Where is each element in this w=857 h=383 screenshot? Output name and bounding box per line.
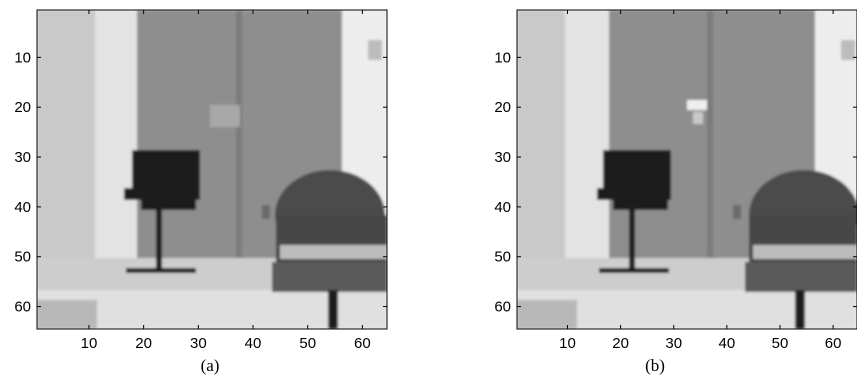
x-tick-label: 40 (719, 335, 736, 352)
x-tick-label: 30 (190, 335, 207, 352)
image-panel-a: 10 20 30 40 50 60 10 20 30 40 50 60 (a) (0, 0, 420, 383)
y-tick-label: 10 (14, 49, 31, 66)
y-tick-label: 10 (494, 49, 511, 66)
x-tick-label: 60 (354, 335, 371, 352)
y-tick-label: 30 (494, 149, 511, 166)
y-tick-label: 30 (14, 149, 31, 166)
axes-frame-a (36, 9, 388, 330)
y-tick-label: 40 (14, 199, 31, 216)
caption-b: (b) (645, 356, 665, 375)
image-panel-b: 10 20 30 40 50 60 10 20 30 40 50 60 (b) (437, 0, 857, 383)
y-tick-label: 40 (494, 199, 511, 216)
x-tick-label: 20 (135, 335, 152, 352)
axes-b: 10 20 30 40 50 60 10 20 30 40 50 60 (494, 9, 857, 352)
x-tick-label: 50 (299, 335, 316, 352)
x-ticks-a: 10 20 30 40 50 60 (81, 10, 371, 352)
dark-chair (124, 150, 200, 273)
x-tick-label: 60 (825, 335, 842, 352)
y-ticks-a: 10 20 30 40 50 60 (14, 49, 387, 316)
y-tick-label: 50 (494, 249, 511, 266)
x-ticks-b: 10 20 30 40 50 60 (559, 10, 841, 352)
axes-frame-b (516, 9, 857, 330)
x-tick-label: 40 (245, 335, 262, 352)
grayscale-photo-a (37, 10, 387, 329)
x-tick-label: 10 (81, 335, 98, 352)
x-tick-label: 20 (612, 335, 629, 352)
caption-a: (a) (200, 356, 220, 375)
office-chair-b (733, 170, 857, 329)
y-tick-label: 60 (14, 299, 31, 316)
y-tick-label: 50 (14, 249, 31, 266)
x-tick-label: 50 (772, 335, 789, 352)
x-tick-label: 10 (559, 335, 576, 352)
dark-chair-b (597, 150, 671, 273)
axes-a: 10 20 30 40 50 60 10 20 30 40 50 60 (14, 9, 388, 352)
grayscale-photo-b (517, 10, 857, 329)
y-tick-label: 20 (494, 99, 511, 116)
y-ticks-b: 10 20 30 40 50 60 (494, 49, 857, 316)
x-tick-label: 30 (665, 335, 682, 352)
y-tick-label: 20 (14, 99, 31, 116)
office-chair (262, 170, 387, 329)
y-tick-label: 60 (494, 299, 511, 316)
